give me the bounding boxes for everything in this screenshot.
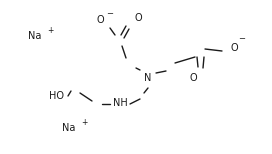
Text: O: O bbox=[96, 15, 104, 25]
Text: N: N bbox=[144, 73, 152, 83]
Text: +: + bbox=[81, 118, 87, 126]
Text: HO: HO bbox=[48, 91, 63, 101]
Text: Na: Na bbox=[28, 31, 41, 41]
Text: Na: Na bbox=[62, 123, 75, 133]
Text: O: O bbox=[134, 13, 142, 23]
Text: O: O bbox=[189, 73, 197, 83]
Text: O: O bbox=[230, 43, 238, 53]
Text: −: − bbox=[107, 10, 113, 18]
Text: +: + bbox=[47, 26, 53, 34]
Text: NH: NH bbox=[113, 98, 127, 108]
Text: −: − bbox=[239, 34, 246, 43]
